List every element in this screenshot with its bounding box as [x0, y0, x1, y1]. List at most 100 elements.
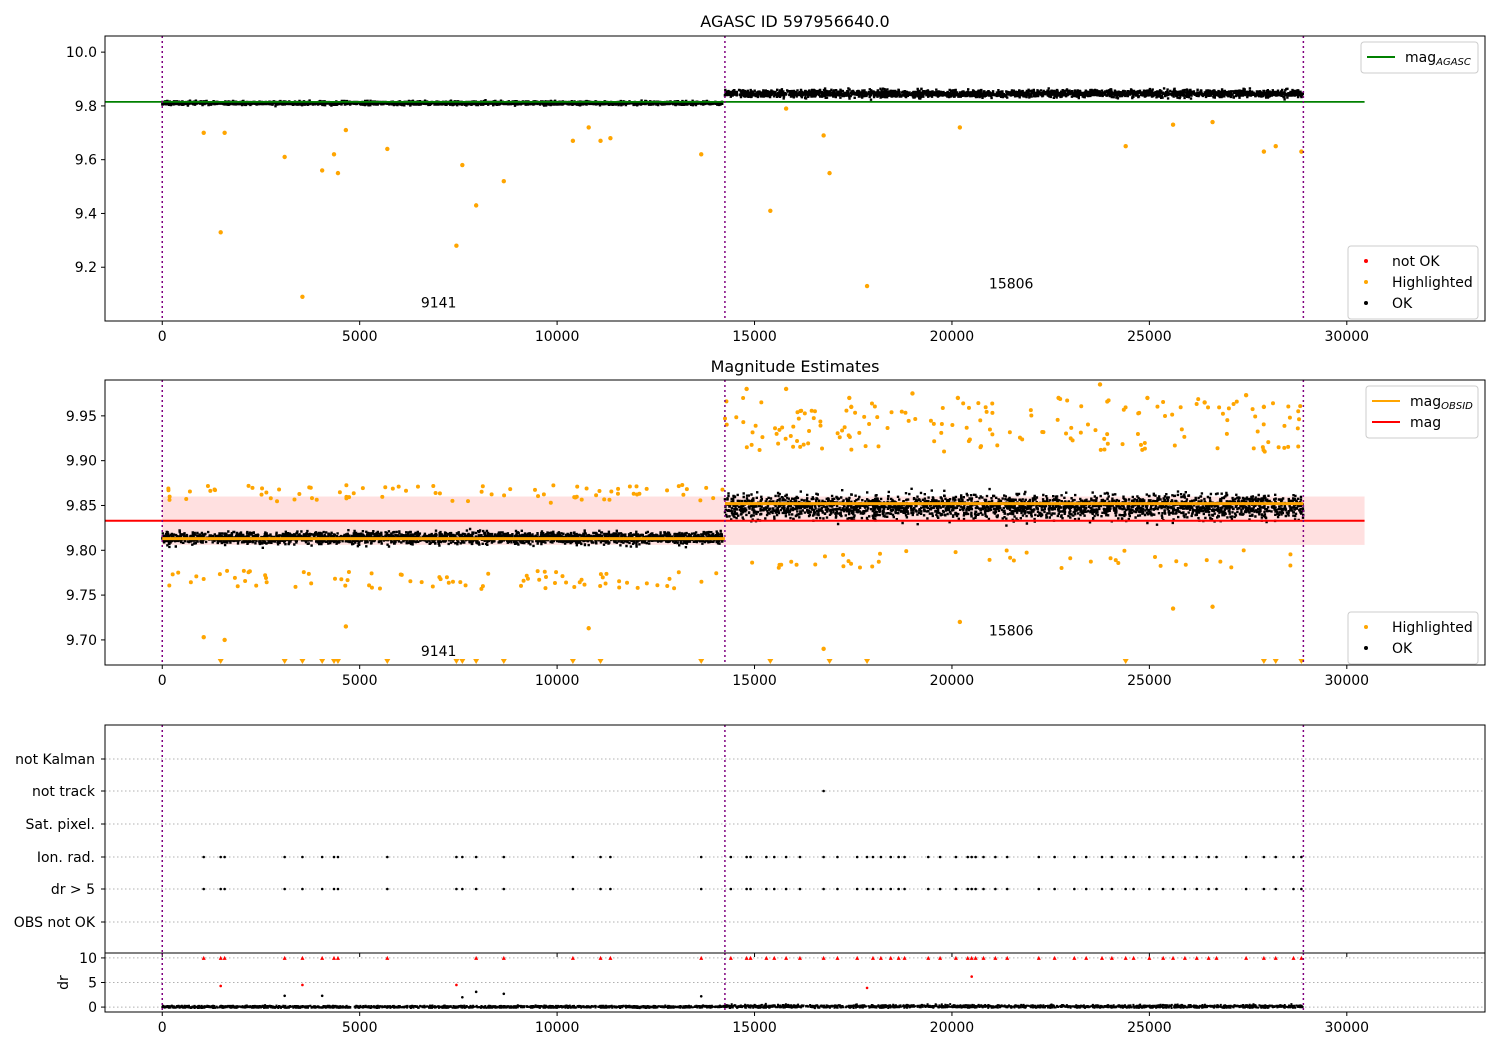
highlighted-point: [184, 496, 189, 501]
highlighted-point: [853, 410, 858, 415]
flag-point: [871, 855, 875, 859]
flag-point: [1161, 855, 1165, 859]
flag-point: [1262, 887, 1266, 891]
highlighted-point: [339, 577, 344, 582]
highlighted-point: [380, 494, 385, 499]
panel4-xtick-label: 10000: [535, 1020, 580, 1036]
highlighted-point: [1024, 550, 1029, 555]
panel2-obs-count-label: 9141: [421, 644, 457, 660]
highlighted-point: [1152, 555, 1157, 560]
highlighted-point: [433, 491, 438, 496]
highlighted-point: [1059, 565, 1064, 570]
flag-point: [332, 855, 336, 859]
flag-point: [994, 887, 997, 891]
highlighted-point: [167, 497, 172, 502]
highlighted-point: [1297, 417, 1302, 422]
dr-clipped-marker: [1182, 955, 1187, 960]
highlighted-point: [521, 578, 526, 583]
dr-point: [320, 994, 324, 998]
highlighted-point: [1158, 563, 1163, 568]
highlighted-point: [369, 585, 374, 590]
highlighted-point: [811, 416, 816, 421]
highlighted-point: [665, 584, 670, 589]
panel2-frame: [104, 379, 1486, 666]
flag-point: [966, 887, 970, 891]
highlighted-point: [1079, 404, 1084, 409]
highlighted-point: [940, 405, 945, 410]
dr-not-ok-point: [970, 975, 973, 978]
highlighted-point: [1226, 406, 1231, 411]
highlighted-point: [760, 435, 765, 440]
highlighted-point: [254, 583, 259, 588]
highlighted-point: [1155, 404, 1160, 409]
highlighted-point: [711, 496, 716, 501]
highlighted-point: [306, 571, 311, 576]
highlighted-point: [976, 401, 981, 406]
highlighted-point: [1102, 436, 1107, 441]
highlighted-point: [617, 585, 622, 590]
highlighted-point: [798, 444, 803, 449]
below-range-marker: [1272, 659, 1279, 664]
highlighted-point: [603, 581, 608, 586]
highlighted-point: [570, 138, 576, 144]
flag-point: [729, 887, 733, 891]
highlighted-point: [367, 583, 372, 588]
flag-point: [1073, 887, 1076, 891]
highlighted-point: [840, 428, 845, 433]
highlighted-point: [876, 444, 881, 449]
panel2-ytick-label: 9.95: [66, 409, 97, 425]
highlighted-point: [167, 494, 172, 499]
flag-point: [765, 887, 768, 891]
highlighted-point: [990, 410, 995, 415]
highlighted-point: [990, 401, 995, 406]
highlighted-point: [788, 433, 793, 438]
highlighted-point: [1282, 445, 1287, 450]
highlighted-point: [560, 574, 565, 579]
flag-point: [1124, 855, 1127, 859]
highlighted-point: [995, 443, 1000, 448]
highlighted-point: [1108, 556, 1113, 561]
highlighted-point: [714, 571, 719, 576]
highlighted-point: [264, 490, 269, 495]
flag-point: [386, 855, 389, 859]
highlighted-point: [801, 442, 806, 447]
flag-point: [502, 855, 506, 859]
highlighted-point: [667, 576, 672, 581]
below-range-marker: [299, 659, 306, 664]
flag-point: [970, 887, 973, 891]
highlighted-point: [343, 624, 349, 629]
dr-clipped-marker: [1123, 955, 1128, 960]
dr-clipped-marker: [772, 955, 777, 960]
highlighted-point: [942, 449, 947, 454]
dr-point: [699, 994, 703, 998]
highlighted-point: [344, 494, 349, 499]
panel2-xtick-label: 10000: [535, 673, 580, 689]
flag-point: [1171, 887, 1175, 891]
highlighted-point: [734, 415, 739, 420]
flag-point: [609, 887, 612, 891]
dr-clipped-marker: [1214, 955, 1219, 960]
dr-clipped-marker: [1036, 955, 1041, 960]
highlighted-point: [979, 444, 984, 449]
dr-clipped-marker: [938, 955, 943, 960]
highlighted-point: [704, 485, 709, 490]
dr-clipped-marker: [926, 955, 931, 960]
below-range-marker: [1122, 659, 1129, 664]
flag-point: [970, 855, 973, 859]
highlighted-point: [444, 575, 449, 580]
highlighted-point: [867, 421, 872, 426]
dr-point: [502, 992, 506, 996]
highlighted-point: [821, 133, 826, 138]
highlighted-point: [282, 154, 287, 160]
panel1-bottom-legend-label: OK: [1392, 296, 1413, 312]
dr-clipped-marker: [878, 955, 883, 960]
panel2-xtick-label: 15000: [732, 673, 777, 689]
highlighted-point: [966, 439, 971, 444]
highlighted-point: [458, 580, 463, 585]
highlighted-point: [637, 491, 642, 496]
panel1-xtick-label: 30000: [1325, 329, 1370, 345]
highlighted-point: [1135, 432, 1140, 437]
dr-clipped-marker: [282, 955, 287, 960]
flag-point: [1037, 855, 1041, 859]
flag-point: [1195, 887, 1199, 891]
